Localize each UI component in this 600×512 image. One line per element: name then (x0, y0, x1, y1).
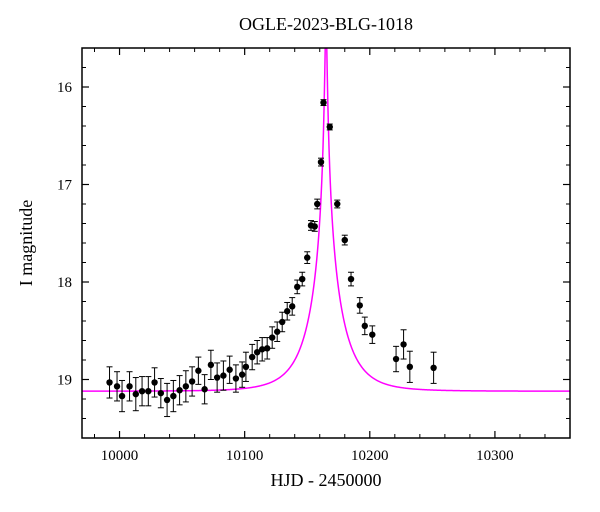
svg-text:19: 19 (57, 373, 72, 389)
chart-svg: OGLE-2023-BLG-1018 10000 10100 10200 10300 16… (0, 0, 600, 512)
x-axis-label: HJD - 2450000 (271, 470, 382, 490)
chart-title: OGLE-2023-BLG-1018 (239, 14, 413, 34)
lightcurve-chart: OGLE-2023-BLG-1018 10000 10100 10200 10300 16… (0, 0, 600, 512)
svg-text:10000: 10000 (101, 448, 139, 464)
svg-text:17: 17 (57, 178, 73, 194)
y-axis-label: I magnitude (16, 200, 36, 286)
svg-text:10100: 10100 (226, 448, 264, 464)
svg-text:10300: 10300 (476, 448, 514, 464)
svg-text:18: 18 (57, 275, 72, 291)
svg-text:10200: 10200 (351, 448, 389, 464)
svg-text:16: 16 (57, 80, 73, 96)
